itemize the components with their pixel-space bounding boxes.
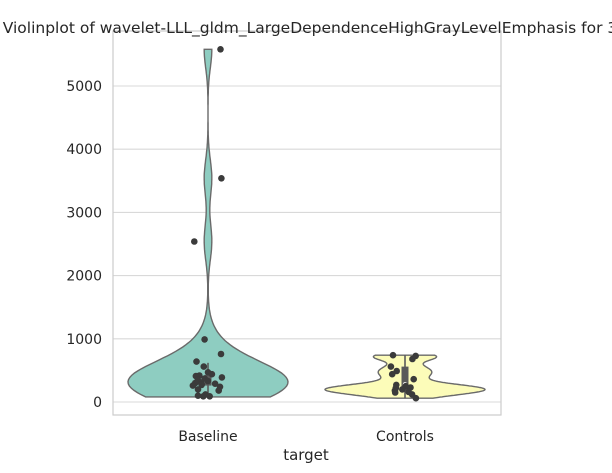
data-point [387,363,395,370]
data-point [399,386,406,393]
data-point [204,377,212,385]
y-tick-label: 4000 [66,142,102,158]
y-tick-label: 1000 [66,332,102,348]
y-tick-label: 0 [93,395,102,411]
data-point [389,351,397,359]
data-point [409,355,416,363]
x-axis-ticks: Baseline Controls [178,429,434,445]
data-point [201,336,208,343]
x-tick-label: Controls [376,429,434,445]
data-point [391,389,399,396]
data-point [193,358,200,365]
data-point [200,363,208,370]
data-point [388,370,396,378]
data-point [208,370,216,378]
data-point [412,394,420,402]
data-point [194,392,202,400]
y-axis-ticks: 0 1000 2000 3000 4000 5000 [66,79,102,411]
data-point [211,380,219,388]
data-point [198,381,205,389]
box-iqr [401,366,409,392]
data-point [217,46,224,53]
data-point [215,387,222,394]
violin-baseline [127,48,289,398]
data-point [218,374,226,381]
data-point [217,350,225,358]
y-tick-label: 2000 [66,269,102,285]
data-point [218,175,225,182]
y-tick-label: 3000 [66,205,102,221]
data-point [189,382,197,389]
x-tick-label: Baseline [178,429,237,445]
x-axis-title: target [283,446,329,464]
chart-title: Violinplot of wavelet-LLL_gldm_LargeDepe… [3,19,612,38]
data-point [200,393,207,400]
plot-frame [112,30,502,416]
data-point [194,386,202,393]
strip-points [189,46,420,402]
grid-lines [113,85,501,403]
data-point [410,375,418,383]
data-point [206,393,213,400]
data-point [191,238,198,245]
y-tick-label: 5000 [66,79,102,95]
